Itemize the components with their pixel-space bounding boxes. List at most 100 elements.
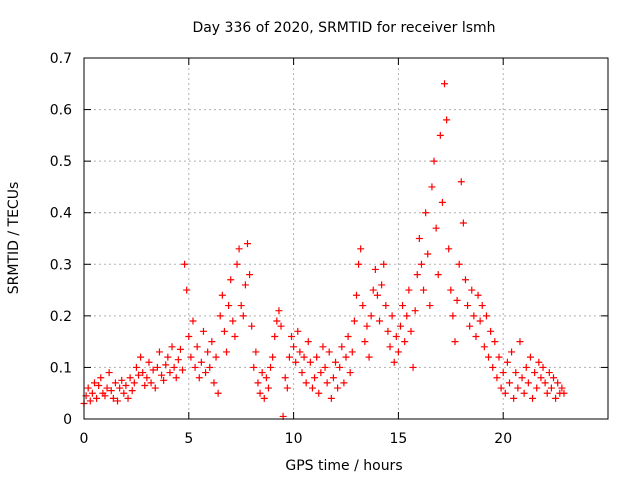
data-point — [424, 250, 432, 258]
data-point — [223, 348, 231, 356]
data-point — [392, 332, 400, 340]
x-tick-label: 15 — [389, 431, 407, 447]
data-point — [302, 379, 310, 387]
data-point — [518, 374, 526, 382]
data-point — [501, 389, 509, 397]
data-point — [273, 317, 281, 325]
x-tick-label: 20 — [494, 431, 512, 447]
data-point — [218, 291, 226, 299]
data-point — [317, 369, 325, 377]
data-point — [394, 348, 402, 356]
axis-ticks — [83, 57, 608, 420]
data-point — [179, 366, 187, 374]
y-tick-label: 0 — [63, 412, 72, 428]
data-point — [141, 381, 149, 389]
data-point — [168, 343, 176, 351]
data-point — [183, 286, 191, 294]
data-point — [288, 332, 296, 340]
data-point — [300, 353, 308, 361]
data-point — [229, 317, 237, 325]
data-point — [147, 379, 155, 387]
data-point — [464, 302, 472, 310]
data-point — [545, 369, 553, 377]
data-point — [304, 338, 312, 346]
data-point — [237, 302, 245, 310]
data-point — [520, 389, 528, 397]
y-tick-label: 0.2 — [50, 309, 72, 325]
data-point — [277, 322, 285, 330]
data-point — [315, 389, 323, 397]
data-point — [508, 348, 516, 356]
data-point — [122, 381, 130, 389]
data-point — [541, 379, 549, 387]
data-point — [399, 302, 407, 310]
y-axis-title: SRMTID / TECUs — [6, 182, 22, 295]
data-point — [109, 394, 117, 402]
data-point — [552, 394, 560, 402]
data-point — [497, 384, 505, 392]
data-point — [485, 353, 493, 361]
data-point — [415, 235, 423, 242]
data-point — [357, 245, 365, 253]
data-point — [239, 312, 247, 320]
data-point — [503, 358, 511, 366]
data-point — [451, 338, 459, 346]
x-tick-label: 5 — [184, 431, 193, 447]
data-point — [103, 384, 111, 392]
data-point — [181, 260, 189, 268]
data-point — [158, 371, 166, 379]
data-point — [547, 384, 555, 392]
data-point — [449, 312, 457, 320]
data-point — [214, 389, 222, 397]
data-point — [166, 369, 174, 377]
data-point — [334, 384, 342, 392]
data-point — [174, 356, 182, 364]
data-point — [480, 343, 488, 351]
data-point — [531, 369, 539, 377]
data-point — [132, 363, 140, 371]
data-point — [363, 322, 371, 330]
data-point — [101, 392, 109, 400]
data-point — [474, 291, 482, 299]
data-point — [407, 327, 415, 335]
data-point — [505, 379, 513, 387]
data-point — [512, 369, 520, 377]
data-point — [522, 363, 530, 371]
data-point — [338, 343, 346, 351]
plot-frame — [83, 57, 609, 420]
data-point — [195, 374, 203, 382]
data-point — [204, 348, 212, 356]
data-point — [235, 245, 243, 253]
data-point — [130, 379, 138, 387]
data-point — [107, 387, 115, 395]
data-point — [403, 312, 411, 320]
chart-title: Day 336 of 2020, SRMTID for receiver lsm… — [192, 20, 495, 36]
data-point — [346, 369, 354, 377]
data-point — [151, 384, 159, 392]
data-point — [365, 353, 373, 361]
data-point — [529, 394, 537, 402]
data-point — [369, 286, 377, 294]
data-point — [319, 343, 327, 351]
data-point — [227, 276, 235, 284]
data-point — [526, 353, 534, 361]
data-point — [428, 183, 436, 191]
data-point — [478, 302, 486, 310]
data-point — [434, 271, 442, 279]
data-point — [390, 358, 398, 366]
data-point — [176, 345, 184, 353]
data-point — [533, 384, 541, 392]
data-point — [114, 397, 122, 405]
data-point — [489, 363, 497, 371]
data-point — [84, 384, 92, 392]
data-point — [382, 302, 390, 310]
data-point — [105, 369, 113, 377]
data-point — [455, 260, 463, 268]
data-point — [470, 312, 478, 320]
data-point — [466, 322, 474, 330]
data-point — [199, 327, 207, 335]
data-point — [422, 209, 430, 217]
data-point — [281, 374, 289, 382]
data-point — [254, 379, 262, 387]
data-point — [417, 260, 425, 268]
